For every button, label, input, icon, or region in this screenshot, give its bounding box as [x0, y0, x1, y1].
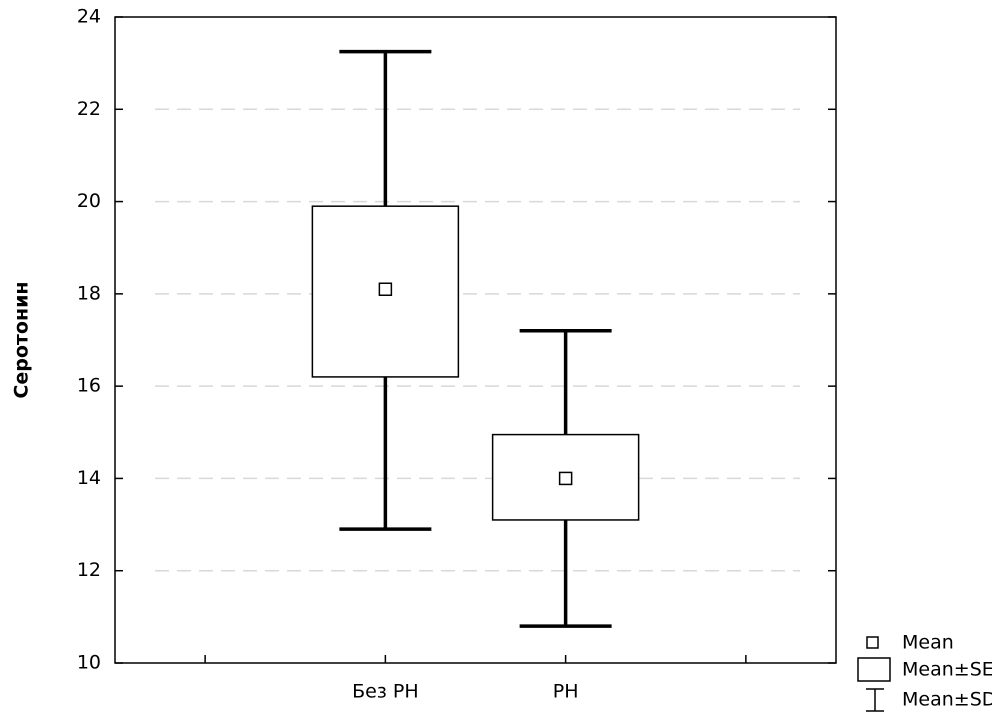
mean-marker: [378, 282, 393, 296]
y-tick-label: 14: [77, 467, 101, 489]
legend-label: Mean: [902, 632, 954, 654]
y-axis-label: Серотонин: [11, 281, 33, 398]
y-tick-label: 10: [77, 652, 101, 674]
y-tick-label: 18: [77, 282, 101, 304]
legend-label: Mean±SD: [902, 689, 992, 711]
y-tick-label: 24: [77, 6, 101, 28]
x-tick-label: Без РН: [352, 681, 419, 703]
legend-mean-icon: [866, 636, 879, 649]
y-tick-label: 22: [77, 98, 101, 120]
mean-marker: [558, 471, 573, 486]
x-tick-label: РН: [553, 681, 579, 703]
y-tick-label: 20: [77, 190, 101, 212]
y-tick-label: 16: [77, 375, 101, 397]
legend-label: Mean±SE: [902, 659, 992, 681]
plot-frame: [114, 16, 837, 664]
legend-se-icon: [857, 657, 891, 682]
y-tick-label: 12: [77, 559, 101, 581]
